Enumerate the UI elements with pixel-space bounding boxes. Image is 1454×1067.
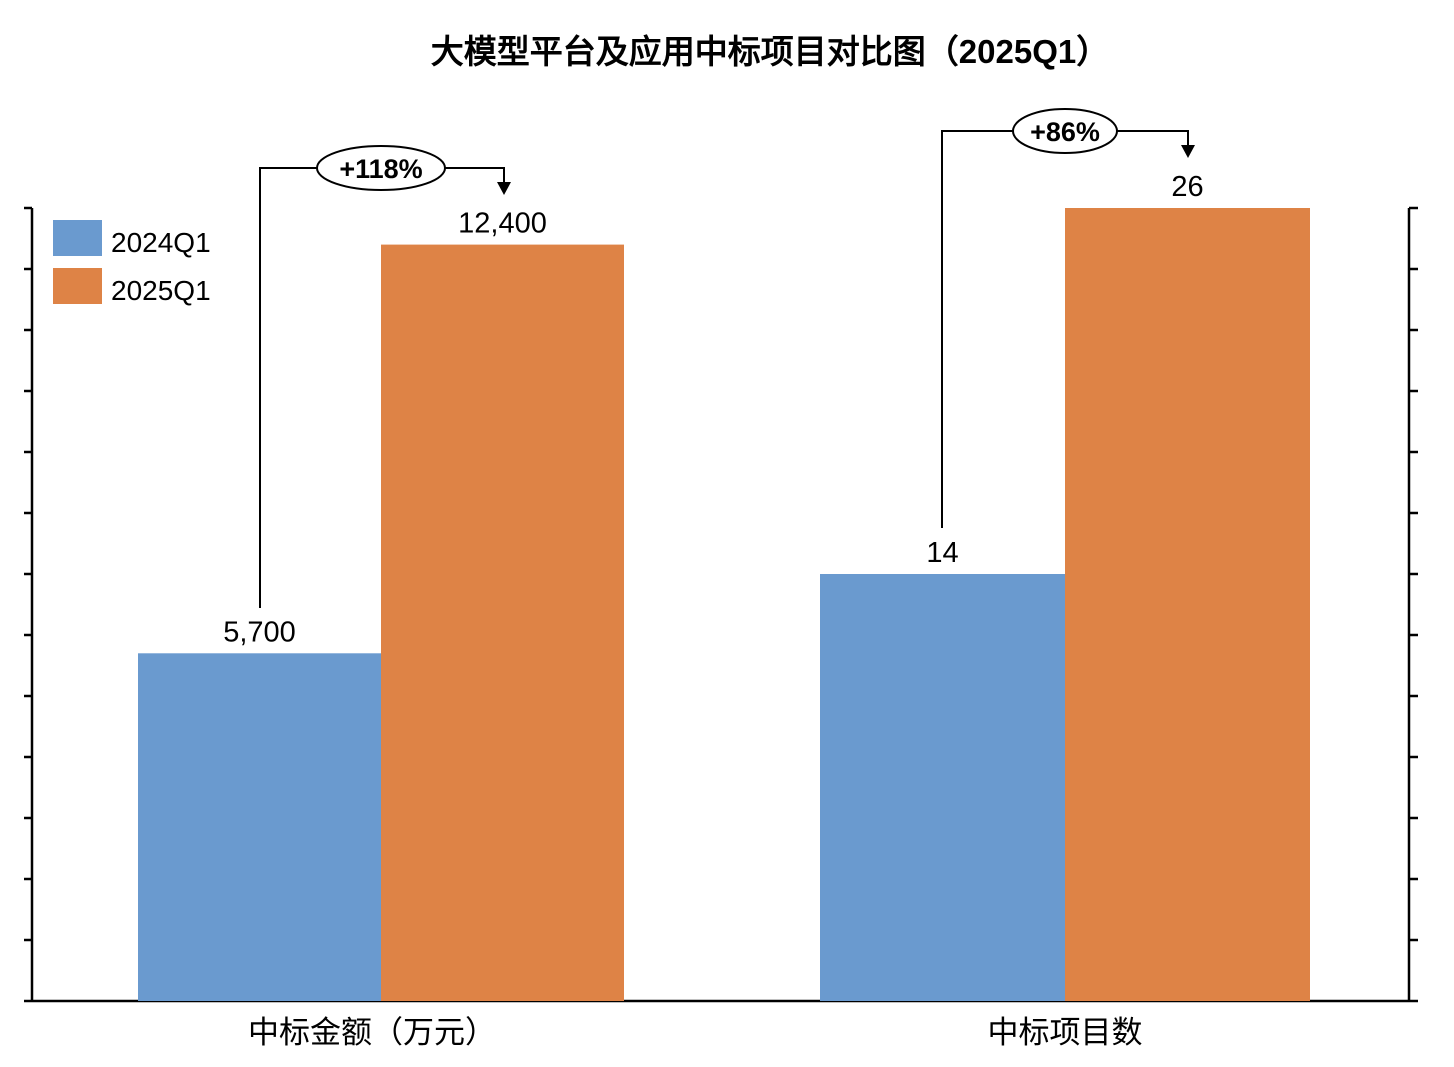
annotation-connector [1116, 130, 1189, 148]
annotation-connector [444, 167, 505, 185]
legend-label-2025q1: 2025Q1 [111, 275, 211, 306]
legend-label-2024q1: 2024Q1 [111, 227, 211, 258]
annotation-label-118: +118% [339, 154, 422, 184]
data-label-2024q1-0: 5,700 [223, 616, 296, 648]
bar-2024q1-0 [138, 653, 381, 1001]
chart-title: 大模型平台及应用中标项目对比图（2025Q1） [431, 33, 1109, 70]
bar-2024q1-1 [820, 574, 1065, 1001]
data-label-2025q1-0: 12,400 [458, 208, 547, 240]
annotation-count-growth: +86% [941, 108, 1195, 528]
legend-swatch-2025q1 [53, 268, 102, 304]
bar-2025q1-1 [1065, 208, 1310, 1001]
bar-2025q1-0 [381, 244, 624, 1002]
arrow-down-icon [1181, 145, 1195, 158]
x-tick-label-amount: 中标金额（万元） [248, 1015, 496, 1050]
annotation-connector [941, 130, 1014, 528]
annotation-amount-growth: +118% [259, 145, 511, 608]
arrow-down-icon [497, 182, 511, 195]
legend: 2024Q1 2025Q1 [53, 220, 211, 306]
annotation-label-86: +86% [1030, 117, 1100, 147]
data-label-2025q1-1: 26 [1171, 171, 1203, 203]
annotation-ellipse [316, 145, 446, 191]
data-label-2024q1-1: 14 [926, 537, 958, 569]
annotation-connector [259, 167, 318, 608]
annotation-ellipse [1012, 108, 1118, 154]
legend-swatch-2024q1 [53, 220, 102, 256]
x-tick-label-count: 中标项目数 [988, 1015, 1143, 1050]
